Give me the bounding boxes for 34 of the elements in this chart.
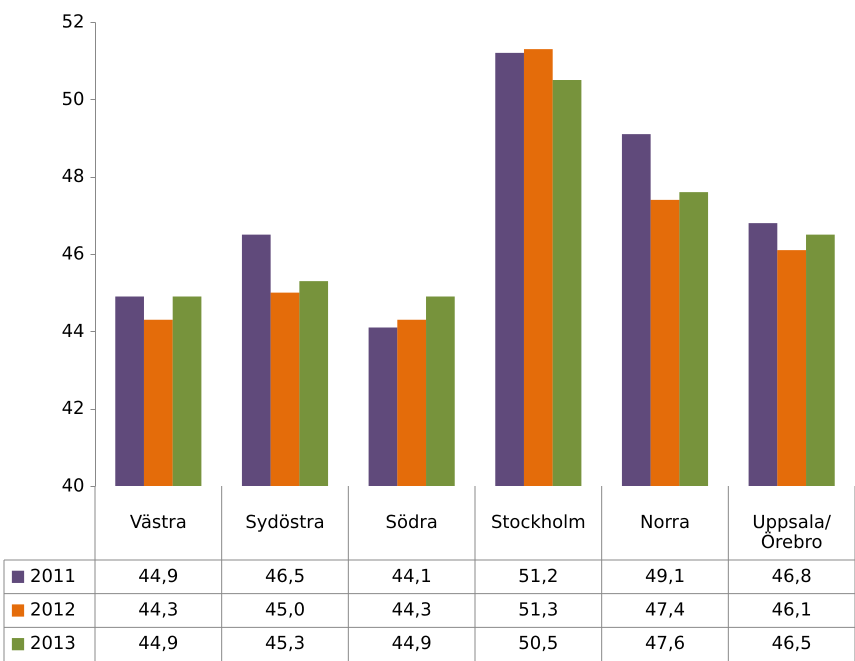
y-tick-label: 48 <box>62 166 84 188</box>
data-label: 47,6 <box>644 633 686 654</box>
data-label: 44,9 <box>138 633 178 654</box>
data-label: 46,1 <box>772 600 812 620</box>
data-label: 46,5 <box>772 633 812 654</box>
y-tick-label: 40 <box>62 476 84 496</box>
y-tick-label: 42 <box>62 398 84 420</box>
x-tick-label: Stockholm <box>490 512 586 533</box>
x-tick-label: Södra <box>386 512 438 533</box>
data-label: 45,0 <box>264 600 306 620</box>
data-label: 44,3 <box>138 600 178 620</box>
y-tick-label: 46 <box>62 244 84 264</box>
data-label: 51,2 <box>518 566 558 587</box>
data-label: 49,1 <box>644 566 686 587</box>
legend-label: 2011 <box>30 566 76 587</box>
data-label: 50,5 <box>518 633 558 654</box>
data-label: 51,3 <box>518 600 558 620</box>
x-tick-label: Uppsala/Örebro <box>752 512 832 553</box>
x-tick-label: Norra <box>640 512 690 533</box>
data-label: 44,3 <box>392 600 432 620</box>
y-tick-label: 50 <box>62 88 84 110</box>
data-label: 46,5 <box>264 566 306 587</box>
data-label: 44,9 <box>392 633 432 654</box>
data-label: 45,3 <box>264 633 306 654</box>
data-label: 47,4 <box>644 600 686 620</box>
data-label: 46,8 <box>772 566 812 587</box>
x-tick-label: Sydöstra <box>245 512 325 533</box>
y-tick-label: 52 <box>62 12 84 32</box>
legend-label: 2013 <box>30 633 76 654</box>
data-label: 44,1 <box>392 566 432 587</box>
data-label: 44,9 <box>138 566 178 587</box>
legend-label: 2012 <box>30 600 76 620</box>
y-tick-label: 44 <box>62 320 84 342</box>
x-tick-label: Västra <box>130 512 187 533</box>
